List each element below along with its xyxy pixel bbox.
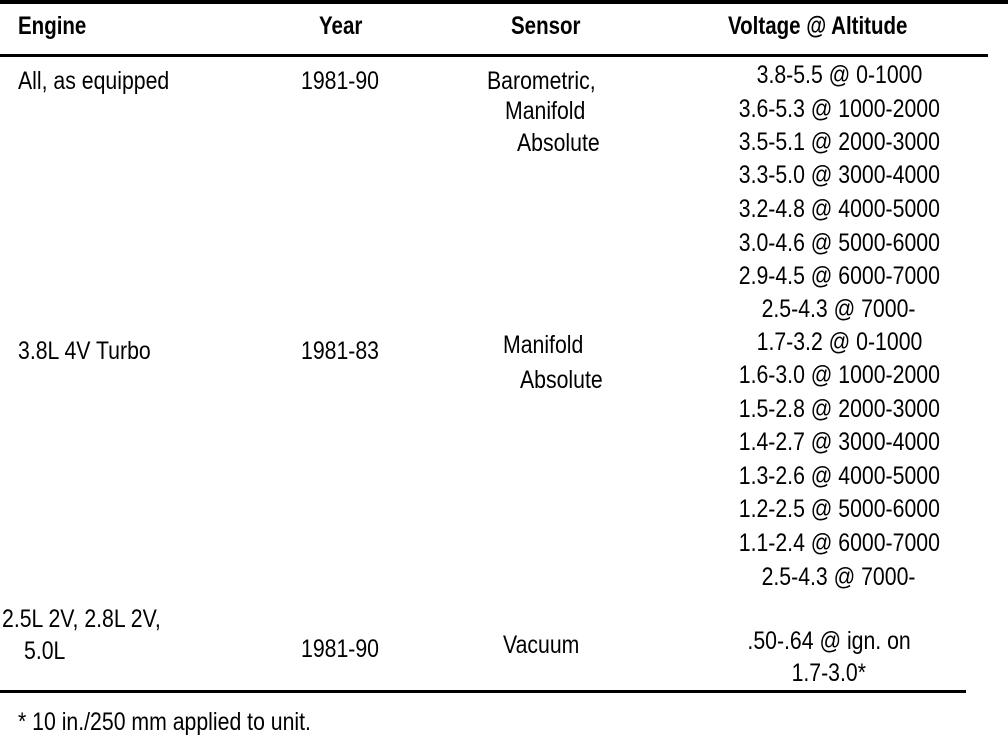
row1-voltage-7: 2.9-4.5 @ 6000-7000 [738,262,940,290]
row1-voltage-1: 3.8-5.5 @ 0-1000 [756,61,922,89]
row1-voltage-3: 3.5-5.1 @ 2000-3000 [738,128,940,156]
row2-voltage-6: 1.2-2.5 @ 5000-6000 [738,495,940,523]
row2-voltage-8: 2.5-4.3 @ 7000- [762,563,916,591]
top-rule [0,0,1008,4]
header-sensor: Sensor [511,12,581,40]
row1-voltage-4: 3.3-5.0 @ 3000-4000 [738,161,940,189]
row2-voltage-1: 1.7-3.2 @ 0-1000 [756,328,922,356]
row3-engine-line1: 2.5L 2V, 2.8L 2V, [2,605,161,633]
row3-year: 1981-90 [301,635,379,663]
row1-engine: All, as equipped [18,67,170,95]
row2-year: 1981-83 [301,337,379,365]
header-engine: Engine [18,12,87,40]
row1-voltage-6: 3.0-4.6 @ 5000-6000 [738,229,940,257]
row1-voltage-5: 3.2-4.8 @ 4000-5000 [738,195,940,223]
row1-voltage-2: 3.6-5.3 @ 1000-2000 [738,95,940,123]
row2-voltage-5: 1.3-2.6 @ 4000-5000 [738,462,940,490]
row2-engine: 3.8L 4V Turbo [18,337,151,365]
row1-sensor-line2: Manifold [505,97,586,125]
header-rule [0,54,988,57]
row3-voltage-1: .50-.64 @ ign. on [747,627,911,655]
row3-sensor: Vacuum [503,631,580,659]
footer-rule [0,690,966,693]
row2-sensor-line2: Absolute [520,366,603,394]
row3-engine-line2: 5.0L [24,637,66,665]
row1-voltage-8: 2.5-4.3 @ 7000- [762,295,916,323]
row2-voltage-2: 1.6-3.0 @ 1000-2000 [738,361,940,389]
footnote: * 10 in./250 mm applied to unit. [18,708,311,736]
row3-voltage-2: 1.7-3.0* [791,659,867,687]
row2-voltage-7: 1.1-2.4 @ 6000-7000 [738,529,940,557]
row2-voltage-3: 1.5-2.8 @ 2000-3000 [738,395,940,423]
row1-sensor-line1: Barometric, [487,67,596,95]
row2-voltage-4: 1.4-2.7 @ 3000-4000 [738,428,940,456]
row1-sensor-line3: Absolute [517,129,600,157]
header-voltage: Voltage @ Altitude [728,12,908,40]
header-year: Year [319,12,363,40]
row1-year: 1981-90 [301,67,379,95]
row2-sensor-line1: Manifold [503,331,584,359]
